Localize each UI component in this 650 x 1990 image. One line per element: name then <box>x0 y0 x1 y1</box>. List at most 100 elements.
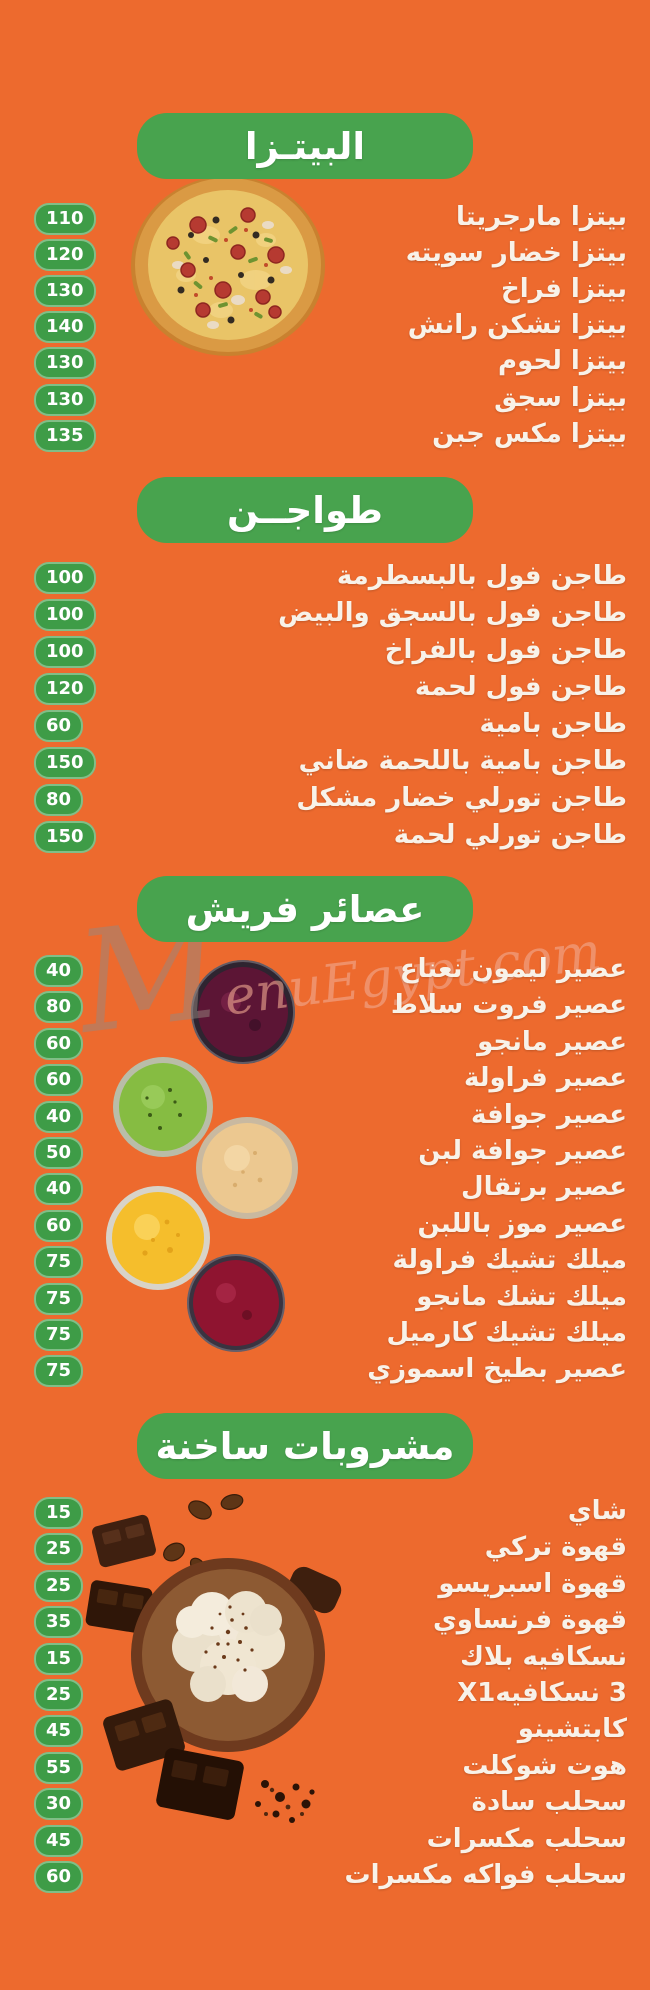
menu-item-row: 110 بيتزا مارجريتا <box>0 200 650 236</box>
item-name: عصير موز باللبن <box>417 1209 627 1239</box>
item-name: عصير ليمون نعناع <box>399 954 627 984</box>
item-name: بيتزا مكس جبن <box>432 419 627 449</box>
menu-item-row: 75 عصير بطيخ اسموزي <box>0 1352 650 1388</box>
item-name: عصير برتقال <box>461 1172 627 1202</box>
item-name: سحلب سادة <box>471 1787 627 1817</box>
item-name: طاجن بامية باللحمة ضاني <box>298 746 627 776</box>
menu-item-row: 60 عصير فراولة <box>0 1061 650 1097</box>
item-name: بيتزا سجق <box>494 383 627 413</box>
item-name: قهوة تركي <box>484 1532 627 1562</box>
menu-item-row: 60 عصير مانجو <box>0 1025 650 1061</box>
menu-item-row: 60 سحلب فواكه مكسرات <box>0 1858 650 1894</box>
item-name: ميلك تشك مانجو <box>416 1282 627 1312</box>
item-name: X1نسكافيه‎ 3 <box>457 1678 627 1708</box>
price-badge: 25 <box>34 1533 84 1565</box>
price-badge: 60 <box>34 710 84 742</box>
price-badge: 30 <box>34 1788 84 1820</box>
price-badge: 75 <box>34 1246 84 1278</box>
item-name: شاي <box>567 1496 627 1526</box>
price-badge: 150 <box>34 747 96 779</box>
price-badge: 80 <box>34 991 84 1023</box>
menu-item-row: 100 طاجن فول بالسجق والبيض <box>0 596 650 632</box>
price-badge: 130 <box>34 347 96 379</box>
item-name: هوت شوكلت <box>462 1751 627 1781</box>
item-name: عصير جوافة لبن <box>418 1136 627 1166</box>
price-badge: 130 <box>34 384 96 416</box>
menu-item-row: 150 طاجن تورلي لحمة <box>0 818 650 854</box>
menu-item-row: 120 طاجن فول لحمة <box>0 670 650 706</box>
item-name: ميلك تشيك فراولة <box>392 1245 627 1275</box>
price-badge: 25 <box>34 1679 84 1711</box>
item-name: بيتزا لحوم <box>498 346 627 376</box>
menu-item-row: 45 سحلب مكسرات <box>0 1822 650 1858</box>
menu-item-row: 80 طاجن تورلي خضار مشكل <box>0 781 650 817</box>
item-name: عصير فروت سلاط <box>390 990 627 1020</box>
menu-item-row: 15 شاي <box>0 1494 650 1530</box>
menu-item-row: 75 ميلك تشيك كارميل <box>0 1316 650 1352</box>
price-badge: 60 <box>34 1210 84 1242</box>
price-badge: 60 <box>34 1028 84 1060</box>
item-name: طاجن بامية <box>479 709 627 739</box>
hot-chocolate-image <box>85 1494 342 1823</box>
section-title: عصائر فريش <box>185 887 425 931</box>
item-name: طاجن فول بالبسطرمة <box>336 561 627 591</box>
price-badge: 45 <box>34 1715 84 1747</box>
item-name: طاجن تورلي لحمة <box>393 820 627 850</box>
menu-item-row: 30 سحلب سادة <box>0 1785 650 1821</box>
item-name: كابتشينو <box>517 1714 627 1744</box>
menu-item-row: 100 طاجن فول بالفراخ <box>0 633 650 669</box>
price-badge: 40 <box>34 955 84 987</box>
price-badge: 135 <box>34 420 96 452</box>
item-name: سحلب فواكه مكسرات <box>344 1860 627 1890</box>
menu-item-row: 60 عصير موز باللبن <box>0 1207 650 1243</box>
item-name: نسكافيه بلاك <box>460 1642 627 1672</box>
price-badge: 40 <box>34 1173 84 1205</box>
pizza-image <box>131 176 325 356</box>
menu-item-row: 130 بيتزا فراخ <box>0 272 650 308</box>
price-badge: 110 <box>34 203 96 235</box>
item-name: طاجن فول بالفراخ <box>384 635 627 665</box>
section-title: البيتـزا <box>244 124 366 168</box>
menu-item-row: 75 ميلك تشك مانجو <box>0 1280 650 1316</box>
item-name: بيتزا تشكن رانش <box>407 310 627 340</box>
price-badge: 45 <box>34 1825 84 1857</box>
item-name: بيتزا مارجريتا <box>455 202 627 232</box>
menu-item-row: 45 كابتشينو <box>0 1712 650 1748</box>
price-badge: 130 <box>34 275 96 307</box>
price-badge: 25 <box>34 1570 84 1602</box>
item-name: عصير جوافة <box>471 1100 627 1130</box>
menu-item-row: 130 بيتزا سجق <box>0 381 650 417</box>
item-name: قهوة اسبريسو <box>438 1569 627 1599</box>
section-header-fresh-juices: عصائر فريش <box>137 876 473 942</box>
section-title: طواجــن <box>227 488 383 532</box>
price-badge: 35 <box>34 1606 84 1638</box>
item-name: طاجن فول لحمة <box>414 672 627 702</box>
item-name: سحلب مكسرات <box>426 1824 627 1854</box>
price-badge: 60 <box>34 1861 84 1893</box>
price-badge: 120 <box>34 239 96 271</box>
section-title: مشروبات ساخنة <box>155 1424 455 1468</box>
price-badge: 75 <box>34 1355 84 1387</box>
price-badge: 120 <box>34 673 96 705</box>
menu-item-row: 100 طاجن فول بالبسطرمة <box>0 559 650 595</box>
item-name: ميلك تشيك كارميل <box>386 1318 627 1348</box>
item-name: عصير مانجو <box>477 1027 627 1057</box>
price-badge: 75 <box>34 1283 84 1315</box>
item-name: بيتزا فراخ <box>501 274 627 304</box>
menu-item-row: 25 قهوة اسبريسو <box>0 1567 650 1603</box>
price-badge: 140 <box>34 311 96 343</box>
menu-item-row: 40 عصير ليمون نعناع <box>0 952 650 988</box>
section-header-tagine: طواجــن <box>137 477 473 543</box>
price-badge: 40 <box>34 1101 84 1133</box>
item-name: عصير بطيخ اسموزي <box>367 1354 627 1384</box>
item-name: عصير فراولة <box>463 1063 627 1093</box>
section-header-pizza: البيتـزا <box>137 113 473 179</box>
menu-item-row: 55 هوت شوكلت <box>0 1749 650 1785</box>
section-header-hot-drinks: مشروبات ساخنة <box>137 1413 473 1479</box>
menu-item-row: 140 بيتزا تشكن رانش <box>0 308 650 344</box>
menu-item-row: 25 X1نسكافيه‎ 3 <box>0 1676 650 1712</box>
price-badge: 15 <box>34 1497 84 1529</box>
price-badge: 50 <box>34 1137 84 1169</box>
menu-item-row: 75 ميلك تشيك فراولة <box>0 1243 650 1279</box>
